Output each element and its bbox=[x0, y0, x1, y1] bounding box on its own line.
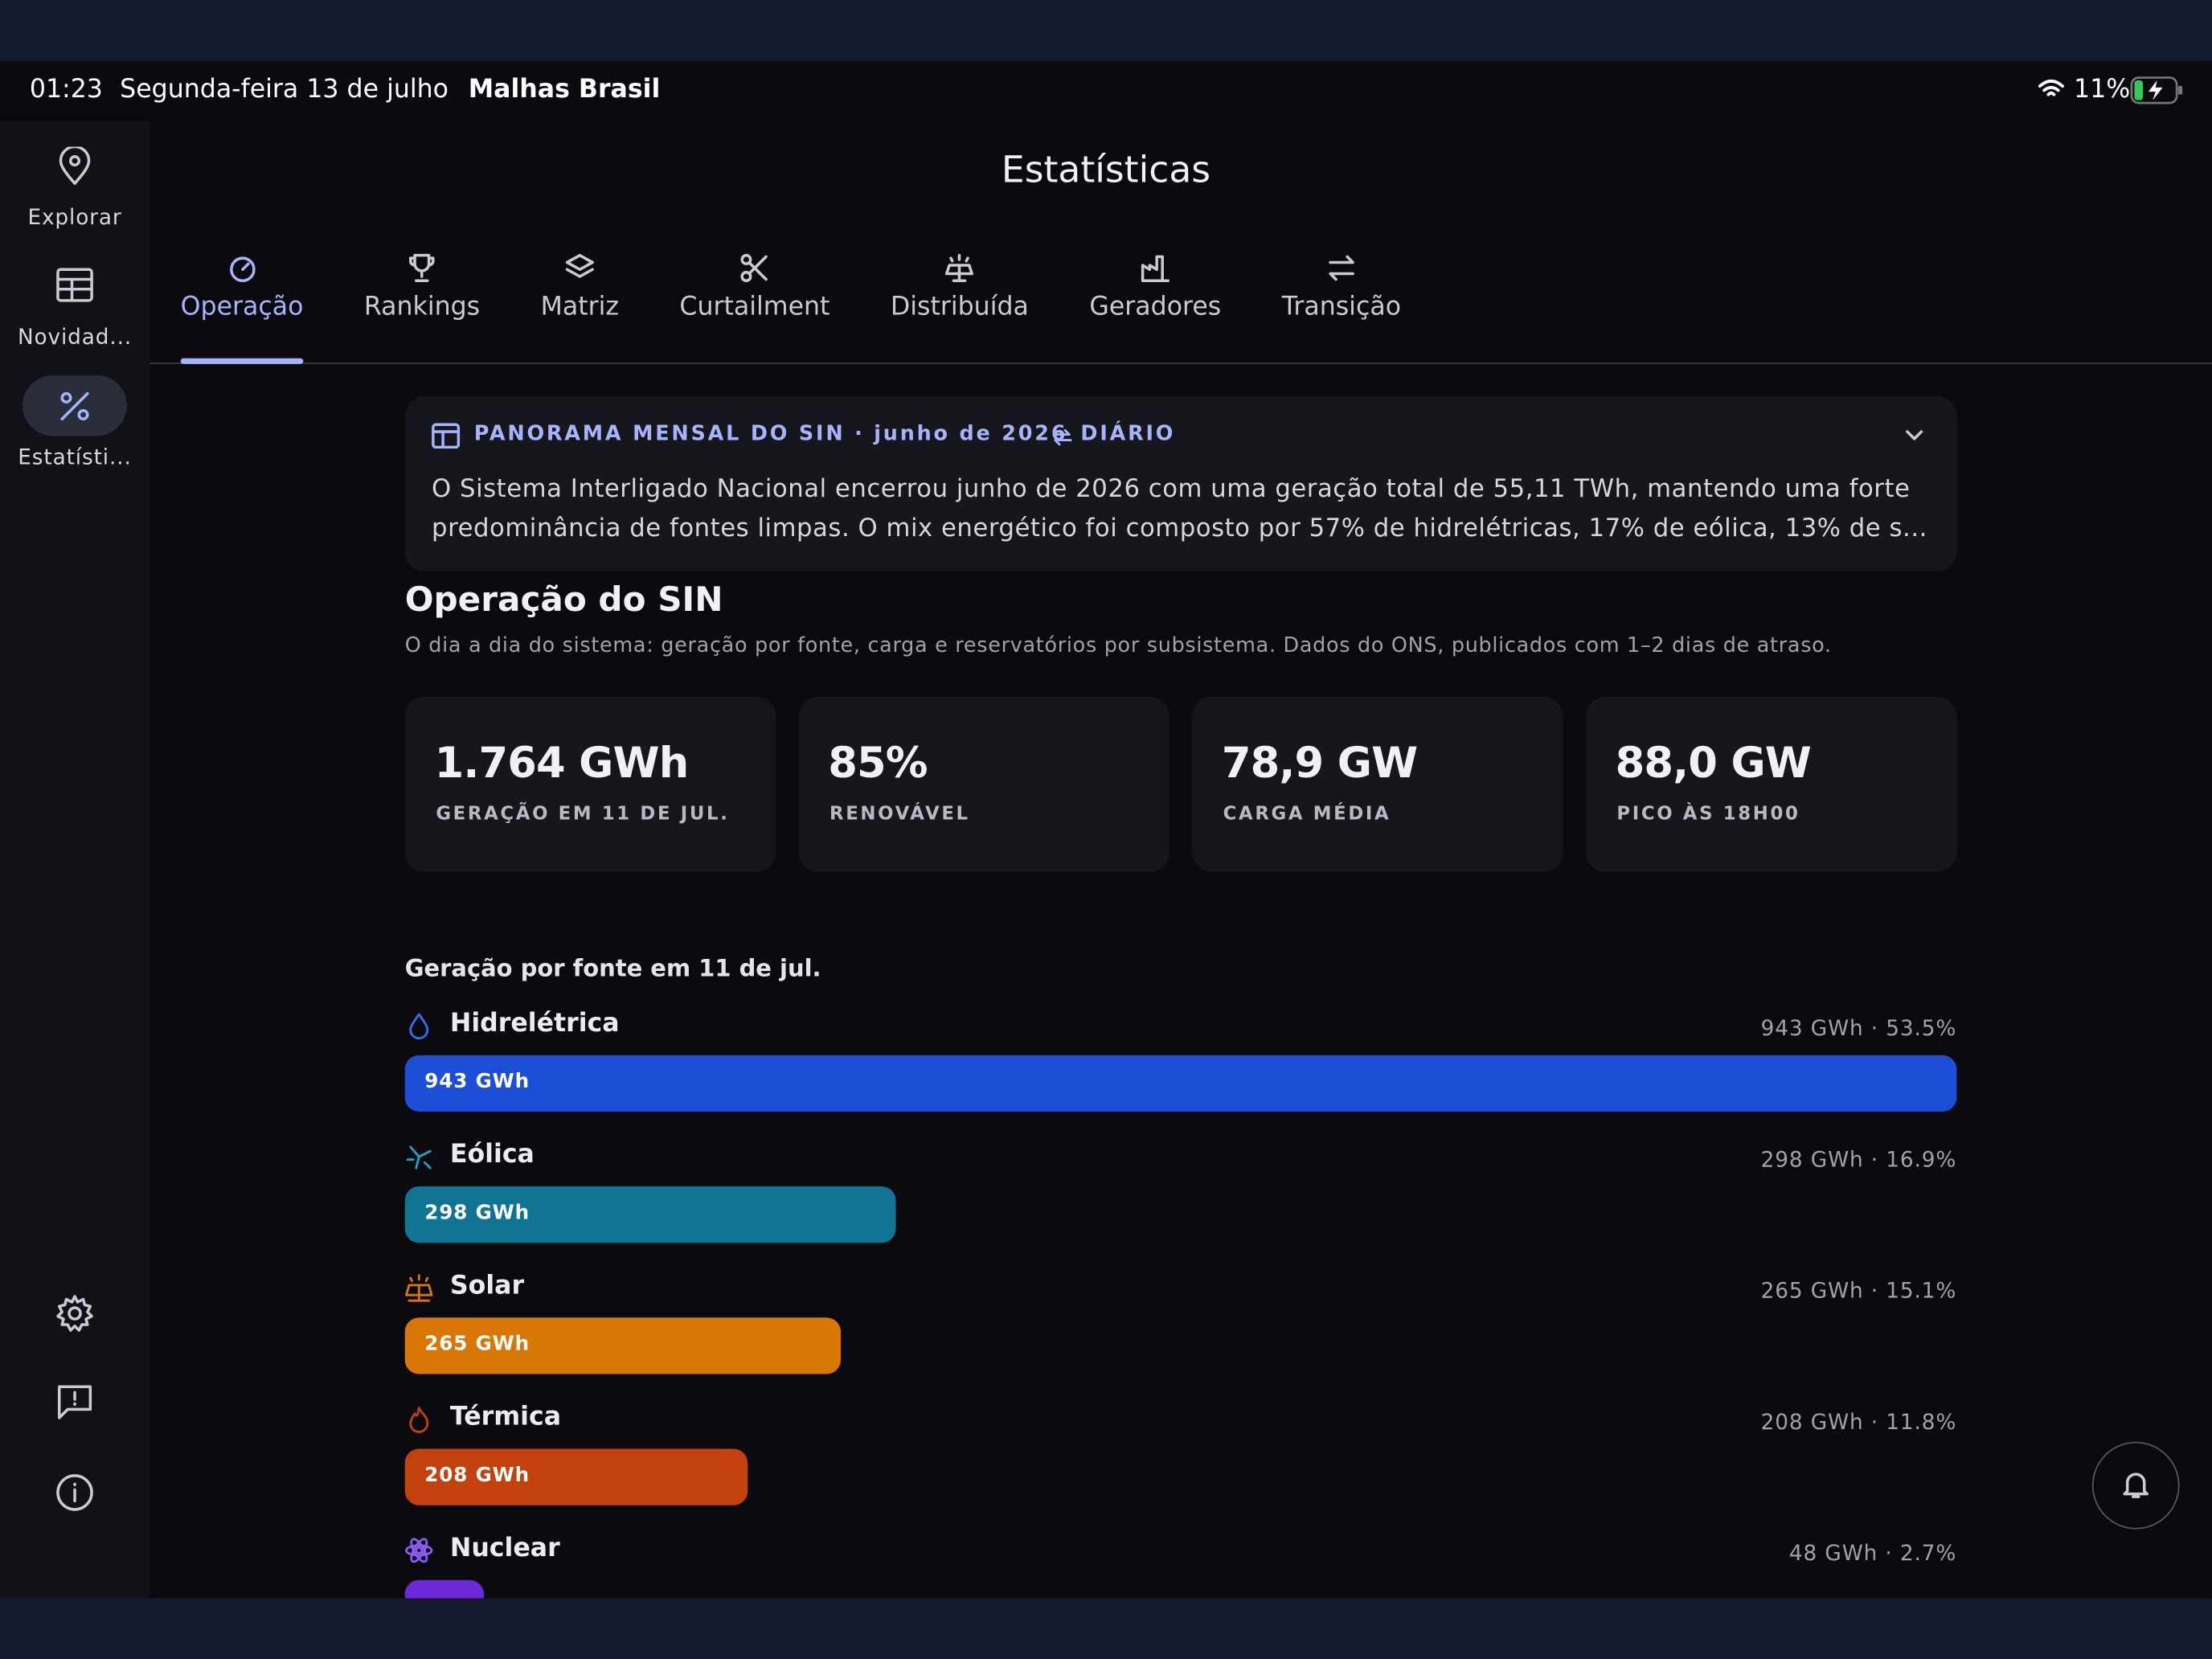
bar: 265 GWh bbox=[404, 1317, 842, 1374]
bar-label: 208 GWh bbox=[424, 1464, 530, 1487]
bar-label: 943 GWh bbox=[424, 1071, 530, 1094]
tab-label: Matriz bbox=[540, 292, 619, 322]
nav-item[interactable]: Novidad... bbox=[17, 324, 133, 350]
kpi-label: GERAÇÃO EM 11 DE JUL. bbox=[436, 804, 730, 825]
source-detail: 208 GWh · 11.8% bbox=[1760, 1409, 1957, 1435]
tab[interactable]: Transição bbox=[1282, 251, 1401, 322]
panorama-title: PANORAMA MENSAL DO SIN · junho de 2026 bbox=[473, 423, 1068, 446]
bar-label: 265 GWh bbox=[424, 1333, 530, 1356]
kpi-label: CARGA MÉDIA bbox=[1223, 804, 1391, 825]
notification-button[interactable] bbox=[2091, 1441, 2180, 1530]
kpi-label: PICO ÀS 18H00 bbox=[1616, 804, 1800, 825]
tab-indicator bbox=[180, 358, 304, 364]
feedback-icon[interactable] bbox=[55, 1382, 94, 1422]
tab-icon bbox=[1329, 255, 1354, 281]
panorama-card[interactable]: PANORAMA MENSAL DO SIN · junho de 2026 D… bbox=[404, 396, 1957, 571]
source-name: Eólica bbox=[449, 1140, 535, 1169]
tab-label: Transição bbox=[1281, 292, 1402, 322]
tab-icon bbox=[565, 253, 594, 278]
kpi-value: 78,9 GW bbox=[1221, 739, 1418, 789]
stats-icon[interactable] bbox=[58, 389, 92, 423]
tab-icon bbox=[945, 253, 974, 283]
panorama-mode[interactable]: DIÁRIO bbox=[1080, 423, 1176, 446]
source-icon bbox=[405, 1538, 433, 1563]
status-date: Segunda-feira 13 de julho bbox=[120, 75, 449, 104]
source-icon bbox=[409, 1013, 429, 1040]
section-subtitle: O dia a dia do sistema: geração por font… bbox=[404, 634, 1832, 657]
panorama-text: O Sistema Interligado Nacional encerrou … bbox=[432, 475, 1927, 543]
tab[interactable]: Geradores bbox=[1089, 251, 1221, 322]
bar-label: 298 GWh bbox=[424, 1202, 530, 1225]
source-detail: 943 GWh · 53.5% bbox=[1760, 1015, 1957, 1042]
tab-icon bbox=[740, 253, 768, 283]
kpi-card: 1.764 GWh GERAÇÃO EM 11 DE JUL. bbox=[404, 697, 776, 872]
tab-label: Geradores bbox=[1089, 292, 1222, 322]
app-name: Malhas Brasil bbox=[468, 75, 661, 104]
toggle-icon bbox=[1052, 428, 1072, 446]
tab[interactable]: Curtailment bbox=[679, 251, 830, 322]
calendar-icon bbox=[432, 423, 461, 449]
info-icon[interactable] bbox=[55, 1473, 94, 1512]
tab[interactable]: Distribuída bbox=[891, 251, 1029, 322]
tab-label: Operação bbox=[180, 292, 304, 322]
wifi-icon bbox=[2038, 79, 2064, 96]
source-name: Hidrelétrica bbox=[449, 1008, 620, 1038]
explore-icon[interactable] bbox=[56, 146, 93, 186]
tab[interactable]: Rankings bbox=[364, 251, 480, 322]
tab[interactable]: Operação bbox=[180, 251, 304, 322]
kpi-card: 78,9 GW CARGA MÉDIA bbox=[1192, 697, 1563, 872]
source-name: Térmica bbox=[449, 1402, 562, 1432]
status-time: 01:23 bbox=[29, 75, 103, 104]
source-icon bbox=[406, 1145, 432, 1169]
tab-label: Distribuída bbox=[890, 292, 1029, 322]
source-detail: 298 GWh · 16.9% bbox=[1760, 1146, 1957, 1173]
source-name: Nuclear bbox=[449, 1533, 560, 1563]
bell-icon bbox=[2123, 1473, 2149, 1498]
source-name: Solar bbox=[449, 1271, 525, 1301]
kpi-value: 85% bbox=[828, 739, 928, 789]
settings-icon[interactable] bbox=[55, 1293, 94, 1333]
bottom-band bbox=[0, 1598, 2212, 1659]
source-icon bbox=[405, 1274, 433, 1302]
kpi-value: 1.764 GWh bbox=[434, 739, 690, 789]
tab-icon bbox=[409, 253, 435, 283]
source-detail: 48 GWh · 2.7% bbox=[1788, 1540, 1957, 1567]
tab-divider bbox=[150, 363, 2212, 364]
tab-icon bbox=[1141, 255, 1169, 283]
tab-icon bbox=[229, 256, 255, 283]
page-title: Estatísticas bbox=[1001, 150, 1211, 192]
bar: 943 GWh bbox=[404, 1055, 1957, 1112]
kpi-label: RENOVÁVEL bbox=[829, 804, 970, 825]
generation-chart: Hidrelétrica 943 GWh · 53.5% 943 GWh Eólica… bbox=[404, 1008, 1957, 1636]
generation-title: Geração por fonte em 11 de jul. bbox=[404, 955, 821, 982]
nav-item[interactable]: Explorar bbox=[27, 204, 122, 231]
nav-item[interactable]: Estatísti... bbox=[18, 444, 132, 470]
kpi-value: 88,0 GW bbox=[1615, 739, 1812, 789]
news-icon[interactable] bbox=[55, 267, 94, 304]
tab-label: Curtailment bbox=[679, 292, 830, 322]
tab[interactable]: Matriz bbox=[541, 251, 619, 322]
sidebar bbox=[0, 121, 150, 1599]
source-detail: 265 GWh · 15.1% bbox=[1760, 1278, 1957, 1304]
kpi-card: 88,0 GW PICO ÀS 18H00 bbox=[1585, 697, 1957, 872]
tab-bar: Operação Rankings Matriz Curtailment Distrib… bbox=[181, 251, 1401, 322]
battery-icon bbox=[2130, 76, 2183, 104]
bar: 208 GWh bbox=[404, 1448, 748, 1505]
battery-level: 11% bbox=[2073, 75, 2131, 104]
source-icon bbox=[409, 1407, 429, 1433]
tab-label: Rankings bbox=[363, 292, 481, 322]
kpi-card: 85% RENOVÁVEL bbox=[798, 697, 1169, 872]
section-title: Operação do SIN bbox=[404, 580, 723, 620]
expand-icon[interactable] bbox=[1903, 428, 1926, 444]
top-band bbox=[0, 0, 2212, 61]
bar: 298 GWh bbox=[404, 1186, 895, 1243]
